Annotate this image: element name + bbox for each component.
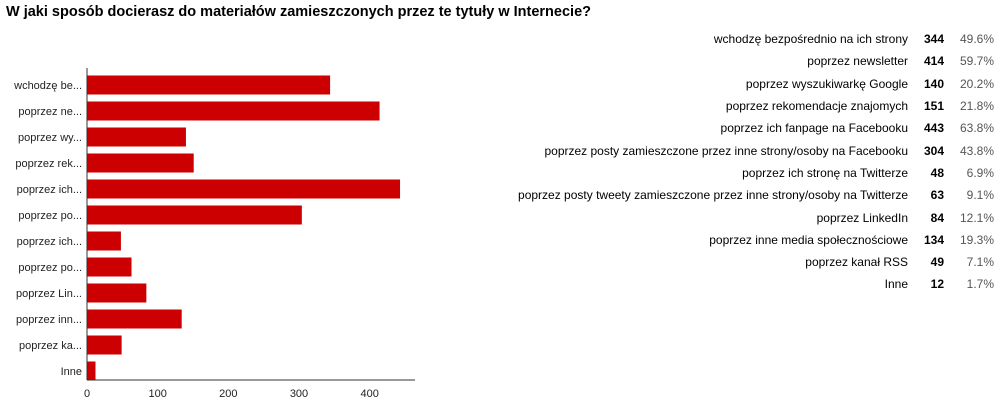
- category-label: poprzez po...: [18, 262, 82, 274]
- legend-table: wchodzę bezpośrednio na ich strony 344 49.…: [518, 28, 994, 296]
- legend-row: poprzez ich fanpage na Facebooku 443 63.8%: [518, 117, 994, 139]
- bar: [87, 127, 186, 147]
- legend-percent: 63.8%: [959, 121, 994, 136]
- legend-label: poprzez kanał RSS: [805, 255, 908, 270]
- category-label: poprzez Lin...: [16, 288, 82, 300]
- legend-row: poprzez posty zamieszczone przez inne st…: [518, 139, 994, 161]
- legend-label: poprzez ich fanpage na Facebooku: [720, 121, 908, 136]
- bar: [87, 361, 96, 381]
- legend-label: poprzez inne media społecznościowe: [709, 232, 908, 247]
- legend-percent: 1.7%: [966, 277, 994, 292]
- legend-label: Inne: [884, 277, 908, 292]
- legend-count: 48: [930, 165, 944, 180]
- x-axis-ticks: 0 100 200 300 400: [84, 388, 379, 400]
- category-label: poprzez ka...: [19, 340, 82, 352]
- legend-percent: 59.7%: [959, 54, 994, 69]
- legend-count: 63: [930, 188, 944, 203]
- legend-row: poprzez LinkedIn 84 12.1%: [518, 206, 994, 228]
- legend-count: 151: [923, 99, 944, 114]
- bar: [87, 205, 302, 225]
- legend-percent: 20.2%: [959, 76, 994, 91]
- x-tick-label: 400: [360, 388, 378, 400]
- legend-label: poprzez rekomendacje znajomych: [725, 99, 908, 114]
- x-tick-label: 300: [290, 388, 308, 400]
- legend-row: poprzez kanał RSS 49 7.1%: [518, 251, 994, 273]
- category-label: poprzez wy...: [18, 132, 82, 144]
- legend-row: poprzez posty tweety zamieszczone przez …: [518, 184, 994, 206]
- legend-percent: 19.3%: [959, 232, 994, 247]
- bar: [87, 179, 401, 199]
- bar: [87, 75, 331, 95]
- legend-percent: 9.1%: [966, 188, 994, 203]
- legend-count: 12: [930, 277, 944, 292]
- bar: [87, 231, 121, 251]
- category-labels: wchodzę be... poprzez ne... poprzez wy... p…: [13, 80, 82, 378]
- legend-label: poprzez newsletter: [807, 54, 908, 69]
- legend-count: 344: [923, 32, 944, 47]
- legend-row: poprzez wyszukiwarkę Google 140 20.2%: [518, 73, 994, 95]
- bar: [87, 335, 122, 355]
- bar-chart: wchodzę be... poprzez ne... poprzez wy... p…: [13, 68, 415, 400]
- bar: [87, 283, 147, 303]
- bars-layer: [87, 75, 401, 381]
- legend-label: wchodzę bezpośrednio na ich strony: [713, 32, 908, 47]
- legend-row: Inne 12 1.7%: [518, 273, 994, 295]
- x-tick-label: 200: [219, 388, 237, 400]
- legend-row: poprzez rekomendacje znajomych 151 21.8%: [518, 95, 994, 117]
- legend-count: 49: [930, 255, 944, 270]
- legend-percent: 7.1%: [966, 255, 994, 270]
- legend-percent: 6.9%: [966, 165, 994, 180]
- bar: [87, 309, 182, 329]
- legend-row: poprzez inne media społecznościowe 134 19.…: [518, 229, 994, 251]
- legend-percent: 21.8%: [959, 99, 994, 114]
- category-label: poprzez ich...: [17, 236, 82, 248]
- category-label: poprzez rek...: [15, 158, 82, 170]
- x-tick-label: 100: [148, 388, 166, 400]
- bar: [87, 101, 380, 121]
- category-label: poprzez inn...: [16, 314, 82, 326]
- legend-percent: 43.8%: [959, 143, 994, 158]
- legend-count: 304: [923, 143, 944, 158]
- bar: [87, 257, 132, 277]
- legend-label: poprzez wyszukiwarkę Google: [745, 76, 908, 91]
- legend-row: poprzez ich stronę na Twitterze 48 6.9%: [518, 162, 994, 184]
- legend-count: 414: [923, 54, 944, 69]
- category-label: poprzez po...: [18, 210, 82, 222]
- legend-count: 140: [923, 76, 944, 91]
- legend-percent: 49.6%: [959, 32, 994, 47]
- legend-row: wchodzę bezpośrednio na ich strony 344 49.…: [518, 28, 994, 50]
- legend-count: 84: [930, 210, 944, 225]
- category-label: poprzez ich...: [17, 184, 82, 196]
- x-tick-label: 0: [84, 388, 90, 400]
- category-label: poprzez ne...: [18, 106, 82, 118]
- legend-label: poprzez posty zamieszczone przez inne st…: [544, 143, 908, 158]
- legend-label: poprzez posty tweety zamieszczone przez …: [518, 188, 908, 203]
- legend-row: poprzez newsletter 414 59.7%: [518, 50, 994, 72]
- category-label: Inne: [61, 366, 82, 378]
- legend-count: 134: [923, 232, 944, 247]
- legend-percent: 12.1%: [959, 210, 994, 225]
- chart-title: W jaki sposób docierasz do materiałów za…: [6, 4, 591, 20]
- bar: [87, 153, 194, 173]
- legend-count: 443: [923, 121, 944, 136]
- category-label: wchodzę be...: [13, 80, 82, 92]
- legend-label: poprzez LinkedIn: [816, 210, 908, 225]
- legend-label: poprzez ich stronę na Twitterze: [742, 165, 908, 180]
